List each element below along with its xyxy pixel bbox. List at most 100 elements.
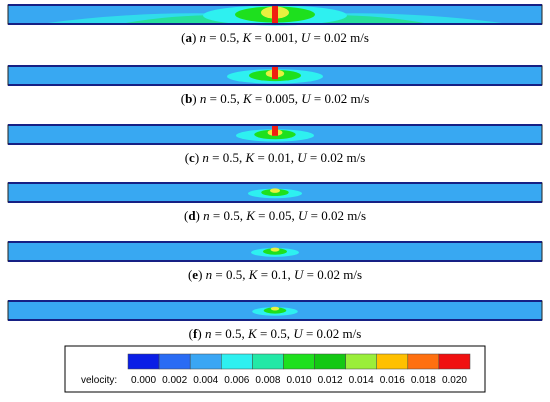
caption-part: = 0.05, [255,208,298,223]
legend-tick-label: 0.002 [162,375,187,386]
color-swatch [127,353,160,370]
channel-border [7,300,543,321]
caption: (c) n = 0.5, K = 0.01, U = 0.02 m/s [185,150,366,165]
channel-border [7,4,543,25]
color-swatch [158,353,191,370]
caption-part: n [203,208,210,223]
caption-part: = 0.02 m/s [310,30,369,45]
legend-tick-label: 0.004 [193,375,218,386]
legend-tick-label: 0.014 [349,375,374,386]
color-swatch [221,353,253,370]
flow-yellow [270,306,280,311]
caption: (e) n = 0.5, K = 0.1, U = 0.02 m/s [188,267,362,282]
caption: (a) n = 0.5, K = 0.001, U = 0.02 m/s [181,30,369,45]
caption-part: ( [185,150,189,165]
panel: (b) n = 0.5, K = 0.005, U = 0.02 m/s [7,65,543,106]
flow-jet [272,5,278,25]
panel: (c) n = 0.5, K = 0.01, U = 0.02 m/s [7,124,543,165]
caption-part: K [245,208,256,223]
legend-label: velocity: [81,375,117,386]
caption-part: = 0.5, [210,208,247,223]
caption-part: b [185,91,192,106]
caption-part: n [200,30,207,45]
caption-part: = 0.5, [206,30,243,45]
color-swatch [283,353,315,370]
caption-part: = 0.02 m/s [307,150,366,165]
caption-part: n [200,91,207,106]
legend-tick-label: 0.000 [131,375,156,386]
caption-part: = 0.01, [254,150,297,165]
caption-part: ) [196,208,204,223]
caption-part: U [301,91,312,106]
legend-tick-label: 0.012 [318,375,343,386]
flow-jet [272,125,278,136]
caption-part: e [192,267,198,282]
caption-part: K [242,30,253,45]
caption-part: n [202,150,209,165]
caption-part: = 0.5, [209,150,246,165]
caption-part: ) [197,326,205,341]
legend-tick-label: 0.008 [255,375,280,386]
channel-border [7,124,543,145]
caption-part: = 0.5, [257,326,294,341]
color-swatch [189,353,222,370]
caption-part: = 0.005, [252,91,302,106]
channel-border [7,182,543,203]
legend-tick-label: 0.020 [442,375,467,386]
caption-part: U [293,326,304,341]
caption-part: = 0.5, [211,326,248,341]
caption-part: = 0.5, [206,91,243,106]
legend-tick-label: 0.010 [286,375,311,386]
caption-part: = 0.02 m/s [311,91,370,106]
caption-part: a [185,30,192,45]
color-swatch [376,353,409,370]
caption-part: f [193,326,198,341]
caption-part: K [248,267,259,282]
color-swatch [407,353,440,370]
caption-part: ) [198,267,206,282]
legend-tick-label: 0.006 [224,375,249,386]
flow-jet [272,66,278,80]
panel: (d) n = 0.5, K = 0.05, U = 0.02 m/s [7,182,543,223]
caption-part: ( [184,208,188,223]
panel: (a) n = 0.5, K = 0.001, U = 0.02 m/s [7,4,543,45]
caption-part: = 0.02 m/s [303,267,362,282]
flow-yellow [270,247,280,252]
caption-part: ) [192,91,200,106]
caption-part: ) [192,30,200,45]
color-swatch [252,353,284,370]
caption: (b) n = 0.5, K = 0.005, U = 0.02 m/s [181,91,370,106]
caption-part: c [189,150,195,165]
caption-part: K [247,326,258,341]
caption-part: = 0.001, [251,30,301,45]
caption-part: K [242,91,253,106]
flow-yellow [270,188,280,193]
caption: (f) n = 0.5, K = 0.5, U = 0.02 m/s [189,326,362,341]
color-swatch [345,353,377,370]
caption-part: ( [189,326,193,341]
legend-tick-label: 0.016 [380,375,405,386]
channel-border [7,241,543,262]
legend-tick-label: 0.018 [411,375,436,386]
color-swatch [314,353,346,370]
caption-part: U [294,267,305,282]
caption-part: = 0.1, [257,267,294,282]
caption-part: = 0.5, [212,267,249,282]
caption-part: U [297,150,308,165]
caption-part: n [205,326,212,341]
legend: velocity: 0.000 0.002 0.004 0.006 0.008 0.010… [64,345,486,393]
color-swatch [438,353,471,370]
caption-part: U [298,208,309,223]
caption-part: ) [195,150,203,165]
caption-part: = 0.02 m/s [303,326,362,341]
caption-part: ( [188,267,192,282]
caption: (d) n = 0.5, K = 0.05, U = 0.02 m/s [184,208,366,223]
caption-part: n [206,267,213,282]
panel: (f) n = 0.5, K = 0.5, U = 0.02 m/s [7,300,543,341]
channel-border [7,65,543,86]
caption-part: U [301,30,312,45]
caption-part: K [245,150,256,165]
caption-part: = 0.02 m/s [307,208,366,223]
caption-part: ( [181,91,185,106]
